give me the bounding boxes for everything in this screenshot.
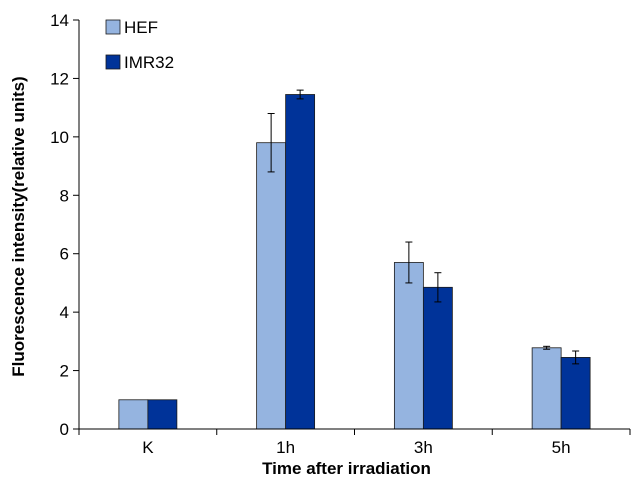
x-axis-title: Time after irradiation (262, 459, 431, 478)
y-tick-label: 14 (50, 11, 69, 30)
legend-item-hef: HEF (105, 18, 158, 37)
error-bar (296, 89, 304, 100)
y-tick-label: 0 (60, 420, 69, 439)
error-bar (543, 345, 551, 350)
y-tick-label: 12 (50, 69, 69, 88)
legend: HEF IMR32 (105, 18, 174, 72)
legend-label: HEF (124, 18, 158, 37)
legend-label: IMR32 (124, 53, 174, 72)
bars (118, 94, 591, 430)
error-bar (434, 272, 442, 303)
error-bar (405, 241, 413, 284)
bar-imr32-k (147, 399, 178, 430)
legend-swatch (105, 19, 121, 35)
bar-imr32-3h (422, 286, 453, 430)
y-tick-label: 8 (60, 186, 69, 205)
bar-imr32-1h (285, 94, 316, 430)
error-bar (267, 112, 275, 173)
y-tick-label: 10 (50, 128, 69, 147)
bar-hef-3h (393, 262, 424, 430)
x-tick-label: K (142, 438, 154, 457)
error-bars (267, 89, 580, 365)
legend-item-imr32: IMR32 (105, 53, 174, 72)
bar-hef-1h (256, 142, 287, 430)
bar-hef-k (118, 399, 149, 430)
x-tick-label: 5h (552, 438, 571, 457)
y-tick-label: 2 (60, 362, 69, 381)
x-tick-label: 1h (276, 438, 295, 457)
error-bar (572, 350, 580, 365)
bar-imr32-5h (560, 357, 591, 430)
y-axis-title: Fluorescence intensity(relative units) (9, 76, 28, 376)
x-tick-label: 3h (414, 438, 433, 457)
y-tick-label: 6 (60, 245, 69, 264)
y-axis-ticks: 0 2 4 6 8 10 12 14 (50, 11, 79, 439)
x-axis-ticks: K 1h 3h 5h (78, 429, 631, 457)
legend-swatch (105, 54, 121, 70)
y-tick-label: 4 (60, 303, 69, 322)
bar-hef-5h (531, 347, 562, 430)
